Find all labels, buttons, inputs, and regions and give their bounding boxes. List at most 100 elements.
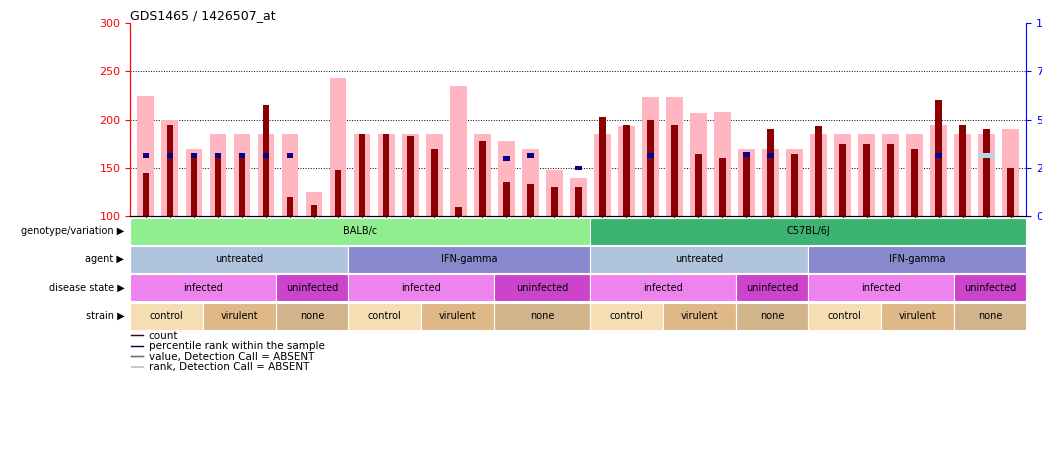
Bar xyxy=(738,149,754,216)
Bar xyxy=(263,153,269,158)
Text: none: none xyxy=(977,311,1002,321)
Text: infected: infected xyxy=(183,283,223,293)
Text: GDS1465 / 1426507_at: GDS1465 / 1426507_at xyxy=(130,9,276,22)
Bar xyxy=(719,159,726,216)
Bar xyxy=(474,134,491,216)
Text: C57BL/6J: C57BL/6J xyxy=(787,226,830,236)
Bar xyxy=(690,113,706,216)
Bar xyxy=(671,125,677,216)
Bar xyxy=(239,159,245,216)
Bar xyxy=(570,178,587,216)
Bar xyxy=(978,134,995,216)
Bar xyxy=(209,134,226,216)
Bar xyxy=(815,126,822,216)
Bar xyxy=(334,170,342,216)
Bar xyxy=(402,134,419,216)
Bar xyxy=(406,136,414,216)
Text: uninfected: uninfected xyxy=(964,283,1016,293)
Text: control: control xyxy=(368,311,401,321)
Bar xyxy=(594,134,611,216)
Bar xyxy=(623,125,629,216)
Text: untreated: untreated xyxy=(216,254,264,265)
Bar xyxy=(984,129,990,216)
Text: uninfected: uninfected xyxy=(286,283,338,293)
Bar xyxy=(287,197,294,216)
Bar xyxy=(131,356,144,357)
Bar xyxy=(162,120,178,216)
Bar xyxy=(1002,129,1019,216)
Bar xyxy=(888,144,894,216)
Bar xyxy=(454,206,462,216)
Bar xyxy=(931,125,947,216)
Bar xyxy=(287,153,294,158)
Text: untreated: untreated xyxy=(675,254,723,265)
Bar xyxy=(138,96,154,216)
Bar xyxy=(498,141,515,216)
Bar xyxy=(143,173,149,216)
Text: none: none xyxy=(760,311,785,321)
Text: virulent: virulent xyxy=(439,311,476,321)
Bar xyxy=(1008,168,1014,216)
Bar xyxy=(936,153,942,158)
Bar xyxy=(859,134,875,216)
Bar xyxy=(714,112,730,216)
Bar xyxy=(377,134,395,216)
Bar xyxy=(503,182,510,216)
Bar xyxy=(239,153,245,158)
Bar xyxy=(281,134,298,216)
Bar xyxy=(426,134,443,216)
Text: none: none xyxy=(300,311,324,321)
Text: uninfected: uninfected xyxy=(746,283,798,293)
Bar xyxy=(450,86,467,216)
Text: value, Detection Call = ABSENT: value, Detection Call = ABSENT xyxy=(149,352,314,361)
Bar xyxy=(143,153,149,158)
Text: infected: infected xyxy=(643,283,683,293)
Bar xyxy=(503,156,510,161)
Text: control: control xyxy=(827,311,862,321)
Text: infected: infected xyxy=(861,283,901,293)
Bar xyxy=(305,192,322,216)
Bar xyxy=(311,205,318,216)
Text: strain ▶: strain ▶ xyxy=(85,311,124,321)
Bar xyxy=(767,153,774,158)
Bar xyxy=(575,166,581,170)
Text: none: none xyxy=(529,311,554,321)
Bar xyxy=(257,134,274,216)
Bar xyxy=(599,117,605,216)
Bar xyxy=(131,335,144,336)
Bar xyxy=(353,134,371,216)
Bar xyxy=(642,97,659,216)
Text: IFN-gamma: IFN-gamma xyxy=(889,254,946,265)
Text: control: control xyxy=(610,311,644,321)
Bar xyxy=(835,134,851,216)
Bar xyxy=(527,185,534,216)
Bar xyxy=(215,153,221,216)
Bar xyxy=(647,153,653,158)
Bar xyxy=(215,153,221,158)
Bar xyxy=(575,187,581,216)
Bar xyxy=(551,187,557,216)
Bar xyxy=(233,134,250,216)
Text: IFN-gamma: IFN-gamma xyxy=(441,254,498,265)
Text: BALB/c: BALB/c xyxy=(343,226,377,236)
Text: virulent: virulent xyxy=(221,311,258,321)
Bar xyxy=(912,149,918,216)
Bar xyxy=(329,78,347,216)
Text: rank, Detection Call = ABSENT: rank, Detection Call = ABSENT xyxy=(149,362,309,372)
Bar xyxy=(791,153,798,216)
Bar xyxy=(786,149,803,216)
Bar xyxy=(839,144,846,216)
Bar xyxy=(743,152,750,157)
Bar xyxy=(695,153,702,216)
Bar xyxy=(978,153,995,158)
Bar xyxy=(131,345,144,346)
Bar xyxy=(954,134,971,216)
Bar xyxy=(647,120,653,216)
Bar xyxy=(131,366,144,367)
Bar xyxy=(263,105,269,216)
Bar xyxy=(743,153,750,216)
Text: infected: infected xyxy=(401,283,441,293)
Bar xyxy=(810,134,827,216)
Bar xyxy=(618,126,635,216)
Text: uninfected: uninfected xyxy=(516,283,568,293)
